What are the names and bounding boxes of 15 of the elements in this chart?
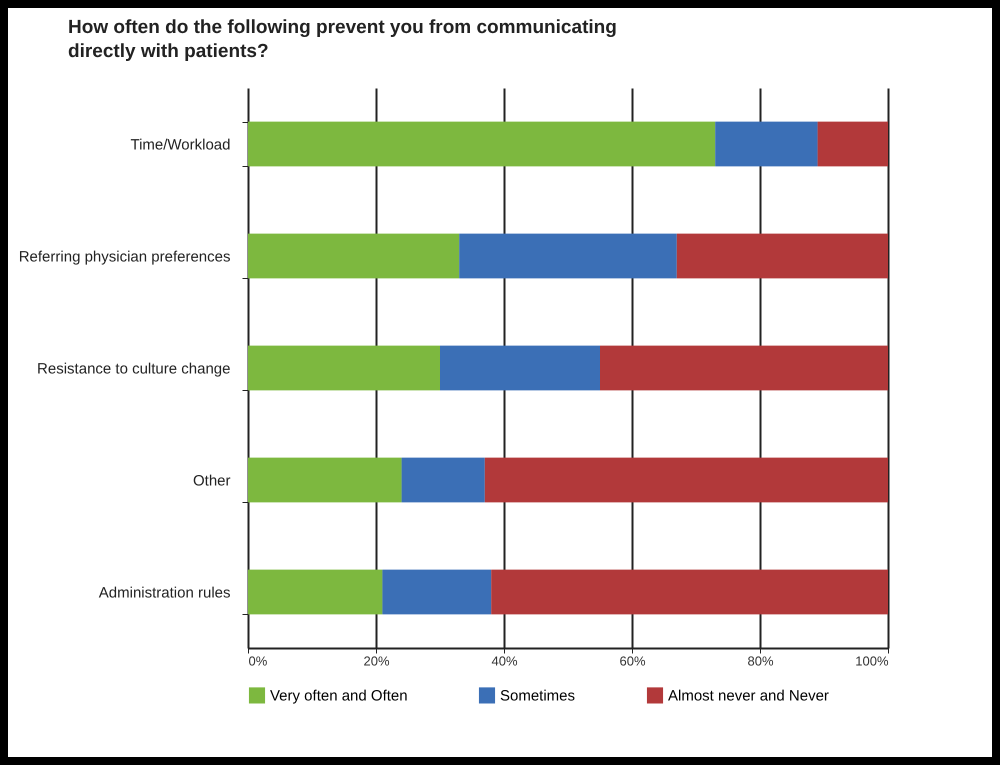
x-tick-label: 80% bbox=[747, 654, 774, 668]
chart-title: How often do the following prevent you from communicating directly with patients? bbox=[68, 17, 617, 62]
x-tick-label: 40% bbox=[491, 654, 518, 668]
x-tick-label: 0% bbox=[248, 654, 268, 668]
legend-label: Almost never and Never bbox=[668, 687, 829, 704]
y-tick-label: Time/Workload bbox=[130, 136, 230, 154]
legend-label: Sometimes bbox=[500, 687, 576, 704]
x-tick-label: 100% bbox=[855, 654, 889, 668]
y-tick-label: Referring physician preferences bbox=[18, 248, 230, 266]
y-tick-label: Administration rules bbox=[98, 584, 230, 602]
y-tick-label: Resistance to culture change bbox=[37, 360, 230, 378]
x-tick-label: 60% bbox=[619, 654, 646, 668]
y-tick-label: Other bbox=[192, 472, 231, 490]
x-tick-label: 20% bbox=[363, 654, 390, 668]
legend-label: Very often and Often bbox=[270, 687, 408, 704]
